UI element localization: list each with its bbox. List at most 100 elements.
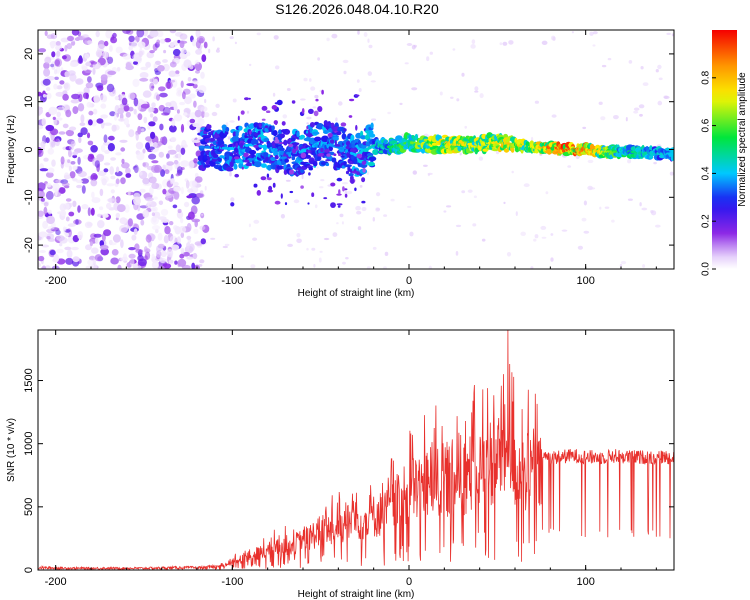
noise-blob bbox=[86, 101, 93, 108]
colorbar-tick-label: 0.8 bbox=[701, 70, 712, 84]
noise-blob bbox=[345, 257, 349, 260]
noise-blob bbox=[306, 116, 312, 120]
noise-blob bbox=[128, 45, 133, 51]
noise-blob bbox=[159, 257, 167, 264]
noise-blob bbox=[84, 221, 93, 229]
noise-blob bbox=[203, 112, 210, 118]
noise-blob bbox=[38, 231, 48, 238]
noise-blob bbox=[571, 31, 575, 34]
noise-blob bbox=[310, 86, 316, 91]
noise-blob bbox=[68, 211, 75, 217]
noise-blob bbox=[523, 183, 530, 188]
signal-blob bbox=[361, 160, 367, 165]
noise-blob bbox=[87, 76, 92, 83]
noise-blob bbox=[77, 31, 82, 37]
noise-blob bbox=[108, 197, 117, 204]
noise-blob bbox=[72, 165, 78, 170]
noise-blob bbox=[47, 226, 55, 230]
noise-blob bbox=[508, 40, 514, 45]
noise-blob bbox=[67, 223, 76, 227]
noise-blob bbox=[160, 136, 165, 144]
noise-blob bbox=[151, 261, 159, 269]
signal-blob bbox=[342, 154, 348, 160]
noise-blob bbox=[55, 41, 61, 46]
noise-blob bbox=[187, 77, 192, 82]
noise-blob bbox=[450, 96, 454, 100]
noise-blob bbox=[119, 139, 128, 143]
noise-blob bbox=[103, 229, 112, 237]
noise-blob bbox=[633, 107, 640, 111]
noise-blob bbox=[168, 79, 176, 83]
noise-blob bbox=[404, 62, 409, 65]
noise-blob bbox=[153, 142, 158, 148]
noise-blob bbox=[90, 207, 95, 216]
noise-blob bbox=[69, 202, 73, 208]
signal-blob bbox=[510, 147, 515, 153]
signal-blob bbox=[212, 153, 219, 158]
noise-blob bbox=[62, 182, 70, 187]
signal-blob bbox=[268, 185, 273, 191]
noise-blob bbox=[148, 153, 157, 160]
noise-blob bbox=[137, 41, 146, 48]
noise-blob bbox=[429, 51, 433, 55]
noise-blob bbox=[366, 266, 371, 269]
spectrogram-ylabel: Frequency (Hz) bbox=[6, 115, 17, 184]
signal-blob bbox=[324, 149, 331, 153]
signal-blob bbox=[327, 133, 333, 138]
signal-blob bbox=[315, 98, 319, 102]
noise-blob bbox=[99, 188, 104, 197]
noise-blob bbox=[137, 113, 143, 121]
signal-blob bbox=[262, 160, 266, 163]
noise-blob bbox=[187, 188, 194, 193]
noise-blob bbox=[43, 157, 49, 162]
signal-blob bbox=[233, 163, 238, 170]
noise-blob bbox=[62, 226, 67, 232]
signal-blob bbox=[330, 202, 336, 209]
noise-blob bbox=[95, 49, 103, 58]
noise-blob bbox=[125, 111, 131, 118]
signal-blob bbox=[296, 130, 300, 138]
noise-blob bbox=[109, 45, 113, 52]
noise-blob bbox=[114, 96, 120, 101]
noise-blob bbox=[38, 182, 46, 191]
noise-blob bbox=[38, 210, 44, 217]
noise-blob bbox=[319, 250, 323, 253]
signal-blob bbox=[333, 153, 337, 156]
noise-blob bbox=[56, 258, 66, 265]
signal-blob bbox=[348, 173, 354, 177]
signal-blob bbox=[291, 142, 300, 146]
noise-blob bbox=[182, 252, 190, 257]
noise-blob bbox=[46, 236, 51, 240]
signal-blob bbox=[338, 153, 342, 157]
noise-blob bbox=[49, 40, 58, 47]
noise-blob bbox=[115, 152, 122, 156]
noise-blob bbox=[272, 92, 276, 97]
noise-blob bbox=[77, 156, 81, 165]
signal-blob bbox=[261, 118, 266, 121]
noise-blob bbox=[41, 265, 47, 269]
signal-blob bbox=[265, 156, 269, 162]
noise-blob bbox=[92, 174, 98, 180]
noise-blob bbox=[51, 51, 56, 58]
noise-blob bbox=[357, 226, 362, 231]
noise-blob bbox=[172, 204, 178, 209]
noise-blob bbox=[145, 234, 152, 243]
noise-blob bbox=[346, 190, 353, 195]
noise-blob bbox=[105, 30, 113, 39]
noise-blob bbox=[71, 246, 79, 251]
noise-blob bbox=[162, 188, 167, 195]
noise-blob bbox=[613, 115, 619, 120]
noise-blob bbox=[103, 134, 108, 143]
signal-blob bbox=[308, 167, 313, 171]
noise-blob bbox=[371, 118, 377, 121]
noise-blob bbox=[534, 234, 539, 239]
noise-blob bbox=[84, 69, 92, 74]
signal-blob bbox=[280, 193, 283, 199]
noise-blob bbox=[123, 253, 127, 261]
noise-blob bbox=[120, 227, 128, 233]
noise-blob bbox=[151, 160, 159, 164]
noise-blob bbox=[159, 92, 168, 98]
signal-blob bbox=[336, 203, 343, 206]
noise-blob bbox=[64, 246, 71, 250]
signal-blob bbox=[351, 170, 358, 174]
